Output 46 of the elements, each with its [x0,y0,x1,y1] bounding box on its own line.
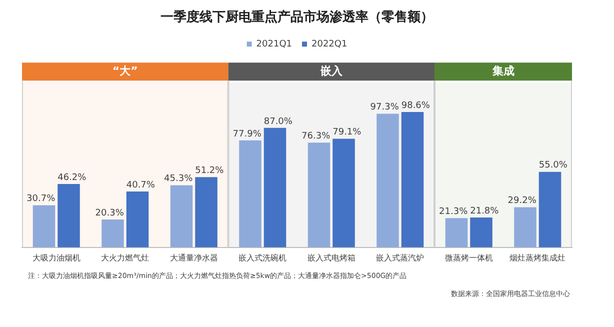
bar [58,184,80,248]
bar [401,112,424,248]
x-tick-label: 嵌入式洗碗机 [238,253,287,262]
x-tick-label: 大吸力油烟机 [32,253,80,262]
data-label: 45.3% [164,174,194,184]
band-label: “大” [112,64,138,78]
data-label: 40.7% [126,180,156,190]
bar [195,177,218,248]
x-tick-label: 大通量净水器 [170,253,218,262]
x-tick-label: 嵌入式蒸汽炉 [376,253,424,262]
data-label: 87.0% [264,116,293,127]
chart-title: 一季度线下厨电重点产品市场渗透率（零售额） [160,9,434,26]
bar [126,192,149,248]
legend-label: 2021Q1 [256,39,292,50]
bar [239,140,262,248]
data-label: 21.3% [439,206,468,217]
legend-label: 2022Q1 [312,39,348,50]
x-tick-label: 微蒸烤一体机 [444,253,493,262]
bar [376,114,399,248]
x-tick-label: 嵌入式电烤箱 [307,253,356,262]
bar [514,207,536,248]
bar [308,142,330,248]
bar [470,217,492,248]
bar [332,138,355,248]
data-label: 20.3% [95,208,124,218]
bar [264,128,286,248]
bar [102,220,124,248]
data-label: 77.9% [232,129,262,140]
data-label: 79.1% [332,128,362,138]
bar [32,205,56,248]
data-label: 46.2% [58,172,87,183]
band-label: 集成 [491,64,514,78]
data-label: 97.3% [370,102,400,113]
bar [170,185,193,248]
bar [445,218,468,248]
x-tick-label: 大火力燃气灶 [101,253,150,262]
bar [538,172,562,248]
data-label: 76.3% [302,131,331,142]
data-label: 21.8% [470,206,500,216]
data-label: 55.0% [538,160,568,171]
x-tick-label: 烟灶蒸烤集成灶 [510,253,566,262]
data-label: 30.7% [26,194,56,204]
data-label: 98.6% [401,100,430,111]
band-label: 嵌入 [319,64,344,78]
data-label: 29.2% [508,196,537,206]
data-label: 51.2% [195,166,224,176]
